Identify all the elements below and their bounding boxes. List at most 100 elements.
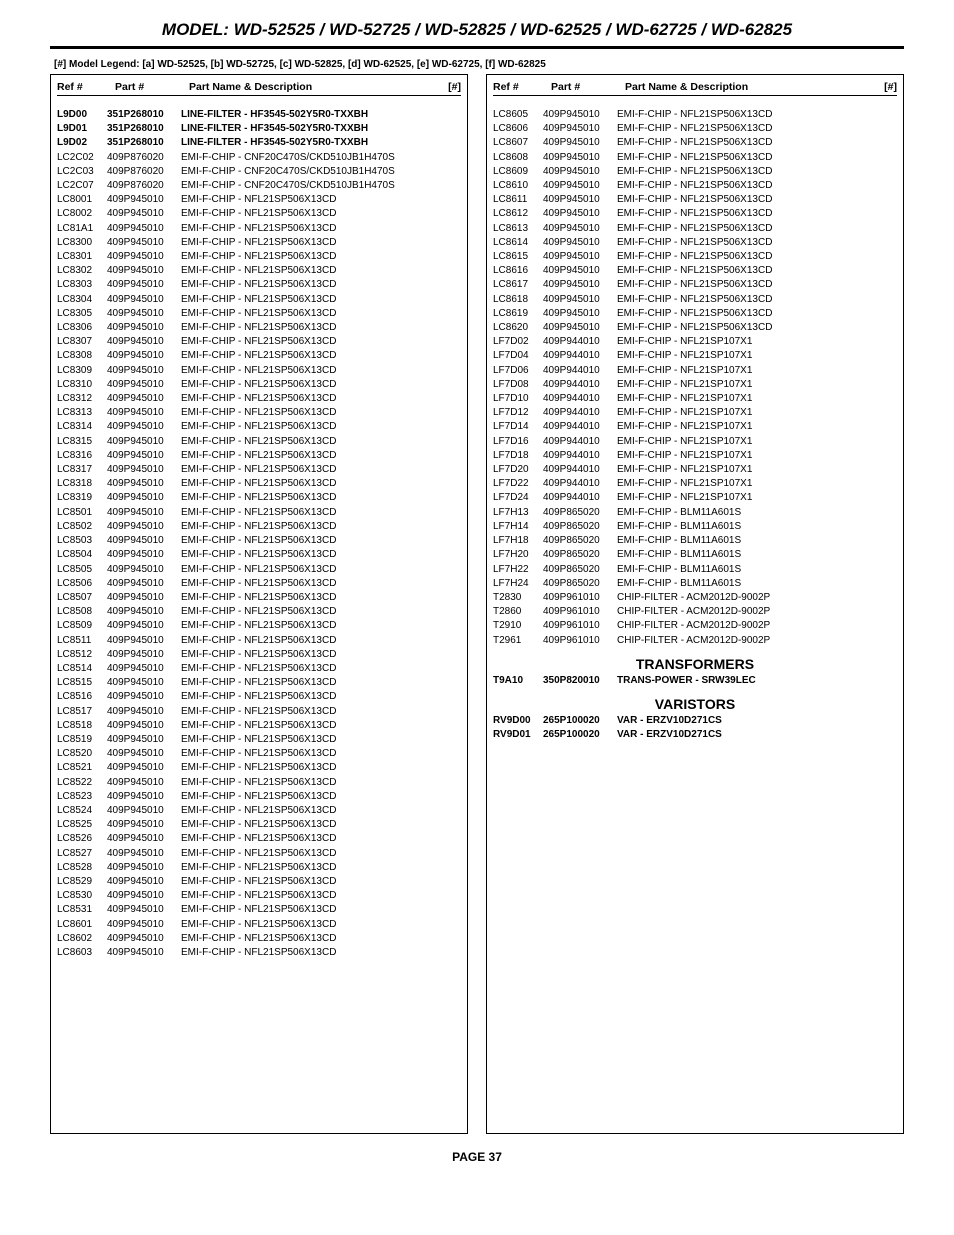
cell-part: 409P865020 xyxy=(543,577,617,591)
cell-part: 409P945010 xyxy=(107,307,181,321)
table-row: LC8522409P945010EMI-F-CHIP - NFL21SP506X… xyxy=(57,776,461,790)
cell-part: 409P945010 xyxy=(107,264,181,278)
table-row: LC8520409P945010EMI-F-CHIP - NFL21SP506X… xyxy=(57,747,461,761)
table-row: LF7H20409P865020EMI-F-CHIP - BLM11A601S xyxy=(493,548,897,562)
cell-name: EMI-F-CHIP - NFL21SP107X1 xyxy=(617,335,897,349)
table-row: T2910409P961010CHIP-FILTER - ACM2012D-90… xyxy=(493,619,897,633)
cell-ref: LF7H22 xyxy=(493,563,543,577)
cell-ref: LC8605 xyxy=(493,108,543,122)
cell-part: 409P945010 xyxy=(543,222,617,236)
cell-ref: LF7D08 xyxy=(493,378,543,392)
cell-part: 409P945010 xyxy=(107,733,181,747)
cell-part: 409P945010 xyxy=(107,420,181,434)
cell-name: LINE-FILTER - HF3545-502Y5R0-TXXBH xyxy=(181,122,461,136)
cell-name: EMI-F-CHIP - NFL21SP506X13CD xyxy=(181,335,461,349)
cell-name: EMI-F-CHIP - NFL21SP506X13CD xyxy=(617,236,897,250)
column-header: Ref # Part # Part Name & Description [#] xyxy=(493,79,897,96)
cell-name: EMI-F-CHIP - NFL21SP506X13CD xyxy=(617,108,897,122)
cell-ref: RV9D00 xyxy=(493,714,543,728)
cell-ref: LC2C07 xyxy=(57,179,107,193)
cell-name: EMI-F-CHIP - NFL21SP506X13CD xyxy=(181,378,461,392)
cell-ref: LF7H13 xyxy=(493,506,543,520)
cell-ref: LF7D04 xyxy=(493,349,543,363)
cell-part: 409P876020 xyxy=(107,179,181,193)
cell-name: EMI-F-CHIP - NFL21SP107X1 xyxy=(617,378,897,392)
section-transformers-title: TRANSFORMERS xyxy=(493,656,897,672)
table-row: LC8519409P945010EMI-F-CHIP - NFL21SP506X… xyxy=(57,733,461,747)
cell-part: 409P945010 xyxy=(107,563,181,577)
cell-ref: LC8501 xyxy=(57,506,107,520)
cell-part: 409P945010 xyxy=(107,747,181,761)
table-row: LC8310409P945010EMI-F-CHIP - NFL21SP506X… xyxy=(57,378,461,392)
cell-ref: LC8304 xyxy=(57,293,107,307)
cell-part: 409P945010 xyxy=(107,903,181,917)
table-row: LC8609409P945010EMI-F-CHIP - NFL21SP506X… xyxy=(493,165,897,179)
cell-ref: LC8507 xyxy=(57,591,107,605)
cell-ref: LC8504 xyxy=(57,548,107,562)
cell-ref: LC8525 xyxy=(57,818,107,832)
cell-name: EMI-F-CHIP - NFL21SP506X13CD xyxy=(181,690,461,704)
cell-name: EMI-F-CHIP - NFL21SP506X13CD xyxy=(181,832,461,846)
col-hash-header: [#] xyxy=(877,81,897,93)
table-row: LF7D24409P944010EMI-F-CHIP - NFL21SP107X… xyxy=(493,491,897,505)
cell-part: 409P944010 xyxy=(543,349,617,363)
cell-part: 409P865020 xyxy=(543,548,617,562)
cell-part: 409P945010 xyxy=(107,236,181,250)
table-row: LF7D12409P944010EMI-F-CHIP - NFL21SP107X… xyxy=(493,406,897,420)
cell-name: EMI-F-CHIP - NFL21SP107X1 xyxy=(617,491,897,505)
table-row: LF7D18409P944010EMI-F-CHIP - NFL21SP107X… xyxy=(493,449,897,463)
cell-name: EMI-F-CHIP - NFL21SP506X13CD xyxy=(181,932,461,946)
cell-name: EMI-F-CHIP - NFL21SP506X13CD xyxy=(181,733,461,747)
cell-name: EMI-F-CHIP - NFL21SP506X13CD xyxy=(181,790,461,804)
model-header: MODEL: WD-52525 / WD-52725 / WD-52825 / … xyxy=(50,20,904,49)
cell-ref: LC8318 xyxy=(57,477,107,491)
cell-name: EMI-F-CHIP - NFL21SP506X13CD xyxy=(181,648,461,662)
cell-ref: LC8523 xyxy=(57,790,107,804)
cell-ref: LC8508 xyxy=(57,605,107,619)
table-row: LC8317409P945010EMI-F-CHIP - NFL21SP506X… xyxy=(57,463,461,477)
cell-name: EMI-F-CHIP - NFL21SP506X13CD xyxy=(181,776,461,790)
table-row: LC8319409P945010EMI-F-CHIP - NFL21SP506X… xyxy=(57,491,461,505)
cell-ref: LC8615 xyxy=(493,250,543,264)
cell-name: EMI-F-CHIP - NFL21SP506X13CD xyxy=(181,491,461,505)
col-part-header: Part # xyxy=(115,81,189,93)
cell-ref: LC8519 xyxy=(57,733,107,747)
cell-name: TRANS-POWER - SRW39LEC xyxy=(617,674,897,688)
table-row: T2961409P961010CHIP-FILTER - ACM2012D-90… xyxy=(493,634,897,648)
table-row: LC8503409P945010EMI-F-CHIP - NFL21SP506X… xyxy=(57,534,461,548)
cell-part: 409P945010 xyxy=(543,278,617,292)
table-row: LC8002409P945010EMI-F-CHIP - NFL21SP506X… xyxy=(57,207,461,221)
cell-name: EMI-F-CHIP - NFL21SP506X13CD xyxy=(181,861,461,875)
table-row: LC8612409P945010EMI-F-CHIP - NFL21SP506X… xyxy=(493,207,897,221)
table-row: LC8617409P945010EMI-F-CHIP - NFL21SP506X… xyxy=(493,278,897,292)
table-row: LC8524409P945010EMI-F-CHIP - NFL21SP506X… xyxy=(57,804,461,818)
table-row: LC8318409P945010EMI-F-CHIP - NFL21SP506X… xyxy=(57,477,461,491)
table-row: LC8511409P945010EMI-F-CHIP - NFL21SP506X… xyxy=(57,634,461,648)
table-row: LC2C07409P876020EMI-F-CHIP - CNF20C470S/… xyxy=(57,179,461,193)
cell-name: EMI-F-CHIP - NFL21SP506X13CD xyxy=(181,463,461,477)
table-row: LF7D14409P944010EMI-F-CHIP - NFL21SP107X… xyxy=(493,420,897,434)
cell-name: EMI-F-CHIP - NFL21SP506X13CD xyxy=(181,804,461,818)
cell-ref: LF7D20 xyxy=(493,463,543,477)
model-legend: [#] Model Legend: [a] WD-52525, [b] WD-5… xyxy=(50,59,904,70)
cell-ref: LC8614 xyxy=(493,236,543,250)
cell-name: EMI-F-CHIP - NFL21SP506X13CD xyxy=(181,193,461,207)
table-row: L9D00351P268010LINE-FILTER - HF3545-502Y… xyxy=(57,108,461,122)
cell-name: EMI-F-CHIP - NFL21SP506X13CD xyxy=(617,278,897,292)
cell-ref: LC8608 xyxy=(493,151,543,165)
table-row: LC8605409P945010EMI-F-CHIP - NFL21SP506X… xyxy=(493,108,897,122)
cell-ref: LC8601 xyxy=(57,918,107,932)
left-rows: L9D00351P268010LINE-FILTER - HF3545-502Y… xyxy=(57,108,461,960)
table-row: LC8615409P945010EMI-F-CHIP - NFL21SP506X… xyxy=(493,250,897,264)
table-row: LC8313409P945010EMI-F-CHIP - NFL21SP506X… xyxy=(57,406,461,420)
cell-ref: LF7D24 xyxy=(493,491,543,505)
cell-name: CHIP-FILTER - ACM2012D-9002P xyxy=(617,605,897,619)
cell-name: EMI-F-CHIP - NFL21SP506X13CD xyxy=(617,165,897,179)
left-column: Ref # Part # Part Name & Description [#]… xyxy=(50,74,468,1134)
table-row: LF7D16409P944010EMI-F-CHIP - NFL21SP107X… xyxy=(493,435,897,449)
cell-ref: LF7D06 xyxy=(493,364,543,378)
cell-ref: LC81A1 xyxy=(57,222,107,236)
cell-name: VAR - ERZV10D271CS xyxy=(617,714,897,728)
cell-part: 409P945010 xyxy=(107,761,181,775)
cell-part: 409P945010 xyxy=(543,307,617,321)
